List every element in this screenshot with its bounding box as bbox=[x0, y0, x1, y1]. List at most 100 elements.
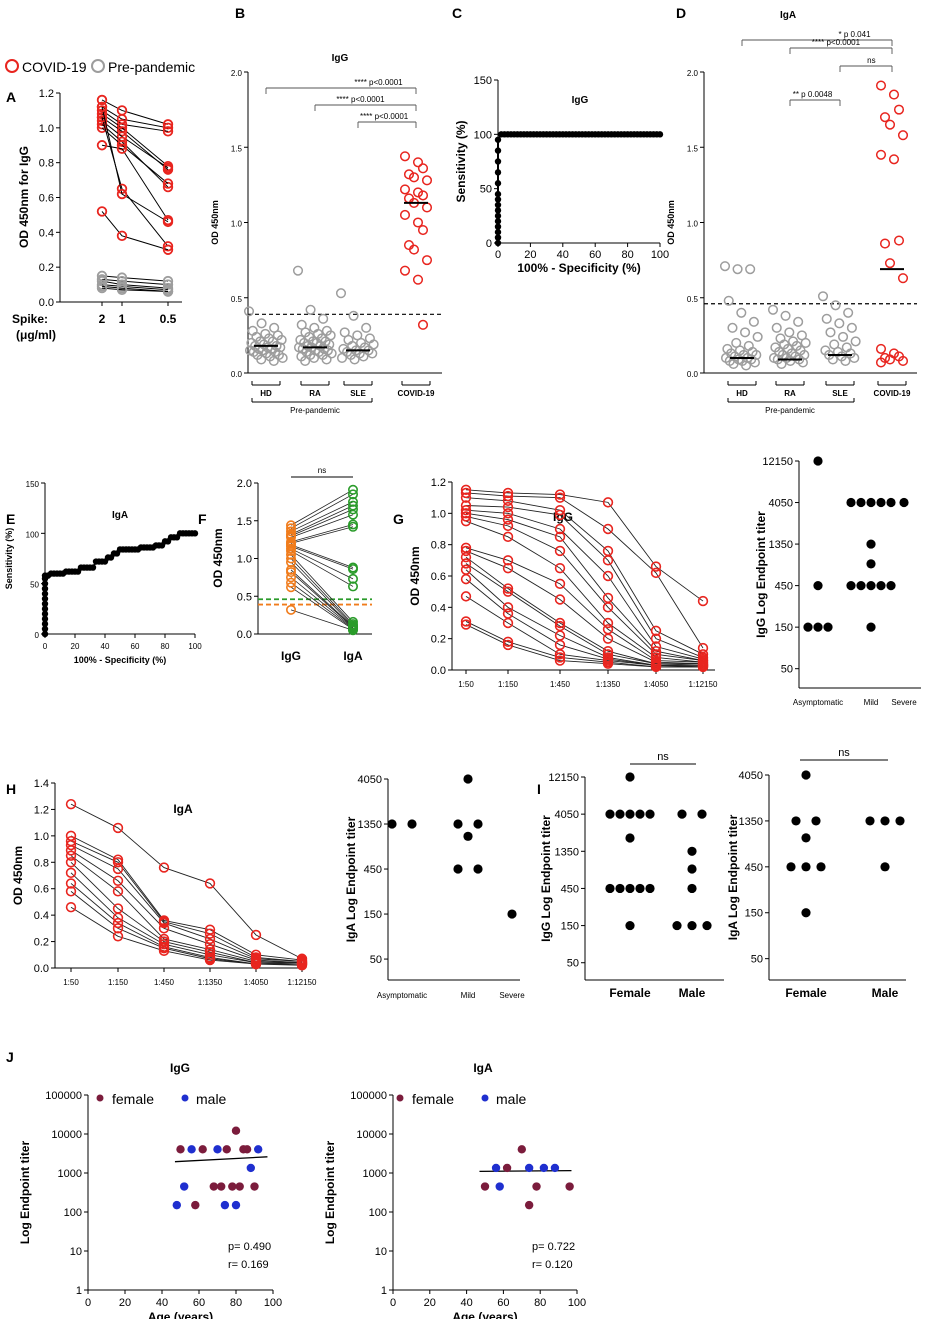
panel-a-covid-point bbox=[162, 126, 174, 137]
panel-d-point-covid-19 bbox=[875, 343, 887, 354]
panel-f-pair-line bbox=[290, 493, 354, 529]
panel-g-point bbox=[502, 520, 514, 532]
panel-d-point-hd bbox=[745, 264, 756, 275]
panel-b-point-covid-19 bbox=[412, 274, 424, 285]
panel-f-igg-point bbox=[285, 582, 296, 593]
panel-h-series-line bbox=[70, 835, 303, 961]
panel-b-point-hd bbox=[256, 354, 267, 365]
panel-b-point-covid-19 bbox=[417, 319, 429, 330]
panel-b-group-label: Pre-pandemic bbox=[290, 406, 340, 415]
panel-h2-y-tick-label: 450 bbox=[364, 864, 382, 876]
panel-h-point bbox=[204, 954, 216, 966]
panel-h-point bbox=[65, 902, 77, 913]
panel-d-point-sle bbox=[838, 331, 849, 342]
panel-b-point-sle bbox=[367, 348, 378, 359]
panel-g2-y-tick-label: 1350 bbox=[769, 539, 793, 551]
panel-b-y-tick-label: 1.5 bbox=[231, 144, 243, 153]
panel-d-point-hd bbox=[736, 307, 747, 318]
panel-j2-y-tick-label: 1 bbox=[381, 1285, 387, 1297]
panel-g-point bbox=[650, 567, 662, 579]
panel-d-sig-label: ns bbox=[867, 56, 875, 65]
panel-h2-point bbox=[453, 819, 463, 829]
panel-d-point-covid-19 bbox=[897, 355, 909, 367]
panel-d-point-sle bbox=[843, 307, 854, 318]
panel-i2-cat-label-male: Male bbox=[872, 986, 899, 1000]
panel-j1-female-point bbox=[250, 1182, 259, 1191]
panel-d-point-sle bbox=[825, 327, 836, 338]
panel-i1-sig-label: ns bbox=[657, 751, 669, 763]
panel-f-pair-line bbox=[290, 571, 354, 628]
panel-b-point-ra bbox=[308, 352, 320, 364]
panel-b-y-tick-label: 2.0 bbox=[231, 69, 243, 78]
panel-d-point-ra bbox=[800, 337, 811, 348]
panel-i1-y-tick-label: 450 bbox=[561, 883, 579, 895]
panel-a-covid-point bbox=[162, 162, 174, 174]
panel-h-x-tick-label: 1:450 bbox=[154, 978, 175, 987]
panel-h-x-tick-label: 1:1350 bbox=[198, 978, 223, 987]
panel-b-point-hd bbox=[243, 306, 255, 317]
panel-label-h: H bbox=[6, 781, 16, 797]
panel-g-point bbox=[554, 492, 566, 503]
panel-b-point-covid-19 bbox=[399, 209, 411, 221]
panel-j1-male-point bbox=[187, 1145, 196, 1154]
panel-j1-male-point bbox=[246, 1163, 255, 1173]
panel-d-point-covid-19 bbox=[884, 354, 896, 365]
panel-i1-point bbox=[615, 809, 625, 819]
panel-j1-x-tick-label: 60 bbox=[193, 1297, 205, 1309]
panel-f-y-tick-label: 0.0 bbox=[237, 629, 252, 641]
panel-e-roc-point bbox=[41, 585, 49, 592]
panel-j1-y-tick-label: 100 bbox=[64, 1207, 82, 1219]
panel-h-y-tick-label: 0.2 bbox=[34, 937, 49, 949]
panel-j1-legend-female-marker bbox=[96, 1094, 104, 1102]
panel-a-y-tick-label: 0.8 bbox=[39, 158, 54, 170]
panel-g-series-line bbox=[465, 516, 704, 662]
panel-e-y-tick-label: 50 bbox=[30, 581, 39, 590]
panel-a-x-tick-label: 1 bbox=[119, 312, 126, 326]
panel-h-y-tick-label: 0.6 bbox=[34, 884, 49, 896]
panel-d-point-covid-19 bbox=[897, 130, 909, 141]
panel-d-y-tick-label: 1.0 bbox=[687, 220, 699, 229]
panel-i2-y-tick-label: 1350 bbox=[739, 816, 763, 828]
panel-b-point-ra bbox=[321, 354, 332, 365]
panel-g-series-line bbox=[465, 509, 704, 660]
panel-b-cat-label: SLE bbox=[350, 389, 366, 398]
panel-b-point-ra bbox=[292, 265, 304, 276]
panel-i2-point bbox=[880, 816, 890, 826]
panel-g-point bbox=[554, 489, 566, 500]
panel-j1-male-point bbox=[180, 1182, 189, 1191]
panel-a-covid-point bbox=[116, 188, 128, 200]
panel-e-roc-point bbox=[41, 610, 49, 618]
panel-b-point-hd bbox=[268, 355, 279, 367]
panel-d-ylabel: OD 450nm bbox=[666, 200, 676, 245]
panel-g-point bbox=[460, 564, 472, 575]
panel-i1-point bbox=[635, 809, 645, 819]
panel-i1-point bbox=[625, 920, 635, 931]
panel-a-covid-line bbox=[101, 116, 169, 171]
panel-d-point-ra bbox=[793, 316, 804, 327]
panel-d-sig-label: ** p 0.0048 bbox=[793, 90, 833, 99]
panel-a-covid-point bbox=[96, 105, 108, 116]
panel-h-series-line bbox=[70, 844, 303, 962]
panel-e-y-tick-label: 100 bbox=[26, 530, 40, 539]
panel-h2-point bbox=[407, 819, 417, 829]
panel-d-point-covid-19 bbox=[879, 238, 891, 249]
panel-g-point bbox=[502, 562, 514, 574]
panel-i1-y-tick-label: 4050 bbox=[555, 809, 579, 821]
panel-h-y-tick-label: 1.2 bbox=[34, 804, 49, 816]
panel-c-x-tick-label: 20 bbox=[524, 249, 536, 261]
panel-j1-x-tick-label: 40 bbox=[156, 1297, 168, 1309]
panel-i2-point bbox=[786, 862, 796, 872]
panel-a-covid-line bbox=[101, 211, 169, 251]
panel-f-pair-line bbox=[290, 558, 354, 625]
panel-g-point bbox=[554, 531, 566, 543]
panel-j1-x-tick-label: 100 bbox=[264, 1297, 282, 1309]
panel-j1-female-point bbox=[198, 1145, 207, 1154]
panel-f-igg-point bbox=[285, 545, 296, 556]
panel-d-point-ra bbox=[785, 355, 796, 367]
panel-j1-male-point bbox=[220, 1200, 230, 1210]
panel-f-pair-line bbox=[290, 582, 354, 630]
panel-i2-ylabel: IgA Log Endpoint titer bbox=[726, 814, 740, 940]
panel-j2-x-tick-label: 40 bbox=[460, 1297, 472, 1309]
panel-g-point bbox=[502, 602, 514, 613]
panel-h-point bbox=[158, 923, 170, 934]
